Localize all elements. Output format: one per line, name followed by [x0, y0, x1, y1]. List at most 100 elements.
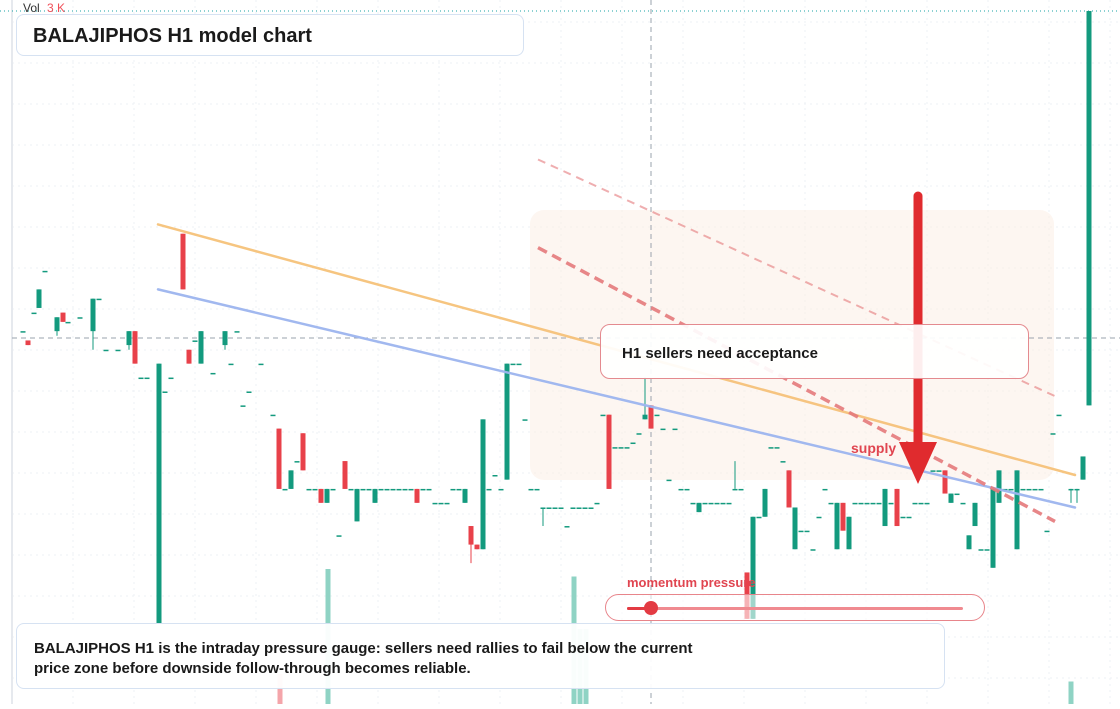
candle: [492, 475, 498, 477]
candle-body: [222, 331, 228, 346]
candle-body: [360, 488, 366, 491]
candle: [618, 447, 624, 449]
candle: [1032, 488, 1038, 491]
candle-body: [384, 488, 390, 491]
description-text: BALAJIPHOS H1 is the intraday pressure g…: [34, 640, 693, 677]
candle-body: [582, 507, 588, 509]
candle-body: [714, 502, 720, 505]
candle: [54, 317, 60, 336]
candle: [1050, 433, 1056, 435]
candle-body: [774, 447, 780, 449]
candle-body: [396, 488, 402, 491]
candle: [276, 428, 282, 489]
candle-body: [954, 493, 960, 496]
candle: [726, 502, 732, 505]
candle-body: [348, 488, 354, 491]
candle: [1026, 488, 1032, 491]
candle-body: [948, 493, 954, 503]
candle-body: [498, 488, 504, 491]
candle: [714, 502, 720, 505]
candle-body: [480, 419, 486, 550]
candle: [774, 447, 780, 449]
candle: [438, 502, 444, 505]
candle: [900, 516, 906, 519]
channel-upper-line: [537, 158, 1056, 398]
candle-body: [42, 270, 48, 273]
candle: [630, 442, 636, 445]
candle-body: [486, 488, 492, 491]
momentum-slider-knob[interactable]: [643, 601, 658, 615]
candle: [942, 470, 948, 494]
candle-body: [690, 502, 696, 505]
candle: [606, 414, 612, 489]
candle-body: [732, 488, 738, 491]
candle-body: [294, 461, 300, 463]
candle-body: [660, 428, 666, 431]
candle: [474, 544, 480, 550]
candle-body: [612, 447, 618, 449]
momentum-slider[interactable]: [605, 594, 985, 621]
candle-body: [1068, 488, 1074, 491]
candle: [852, 502, 858, 505]
candle: [786, 470, 792, 508]
candle-body: [786, 470, 792, 508]
candle: [594, 502, 600, 505]
candle-body: [810, 549, 816, 551]
candle-body: [576, 507, 582, 509]
candle: [234, 331, 240, 333]
candle: [336, 535, 342, 537]
candle-body: [1080, 456, 1086, 480]
candle-body: [708, 502, 714, 505]
candle-body: [852, 502, 858, 505]
candle: [564, 526, 570, 528]
candle-body: [60, 312, 66, 322]
candle-body: [336, 535, 342, 537]
candle: [828, 502, 834, 505]
candle-body: [258, 363, 264, 366]
candle: [696, 502, 702, 513]
candle: [732, 461, 738, 491]
candle-body: [804, 530, 810, 533]
candle: [462, 488, 468, 503]
candle-body: [354, 488, 360, 522]
candle: [42, 270, 48, 273]
candle-body: [96, 298, 102, 301]
candle: [882, 488, 888, 527]
candle-body: [534, 488, 540, 491]
candle: [558, 507, 564, 509]
candle-body: [276, 428, 282, 489]
candle-body: [816, 516, 822, 519]
candle-body: [126, 331, 132, 346]
candle-body: [300, 433, 306, 471]
candle-body: [1014, 470, 1020, 550]
candle: [702, 502, 708, 505]
candle-body: [846, 516, 852, 550]
candle-body: [864, 502, 870, 505]
candle-body: [588, 507, 594, 509]
candle: [906, 516, 912, 519]
candle: [936, 470, 942, 472]
candle: [390, 488, 396, 491]
candle-body: [678, 488, 684, 491]
candle-body: [366, 488, 372, 491]
candle: [546, 507, 552, 509]
candle-body: [36, 289, 42, 308]
candle-body: [210, 372, 216, 375]
candle-body: [468, 526, 474, 545]
candle: [498, 488, 504, 491]
candle: [684, 488, 690, 491]
candle: [426, 488, 432, 491]
candle: [366, 488, 372, 491]
candle: [408, 488, 414, 491]
candle: [912, 502, 918, 505]
candle: [210, 372, 216, 375]
candle: [25, 340, 31, 346]
candle-body: [444, 502, 450, 505]
candle-body: [552, 507, 558, 509]
candle-body: [270, 414, 276, 417]
candle: [138, 377, 144, 380]
candle: [918, 502, 924, 505]
candle-body: [25, 340, 31, 346]
candle-body: [930, 470, 936, 472]
candle-body: [672, 428, 678, 431]
